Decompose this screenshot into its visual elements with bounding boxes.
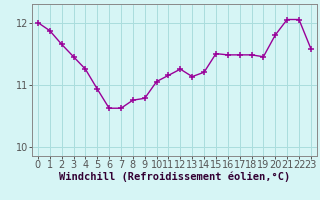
X-axis label: Windchill (Refroidissement éolien,°C): Windchill (Refroidissement éolien,°C) bbox=[59, 172, 290, 182]
